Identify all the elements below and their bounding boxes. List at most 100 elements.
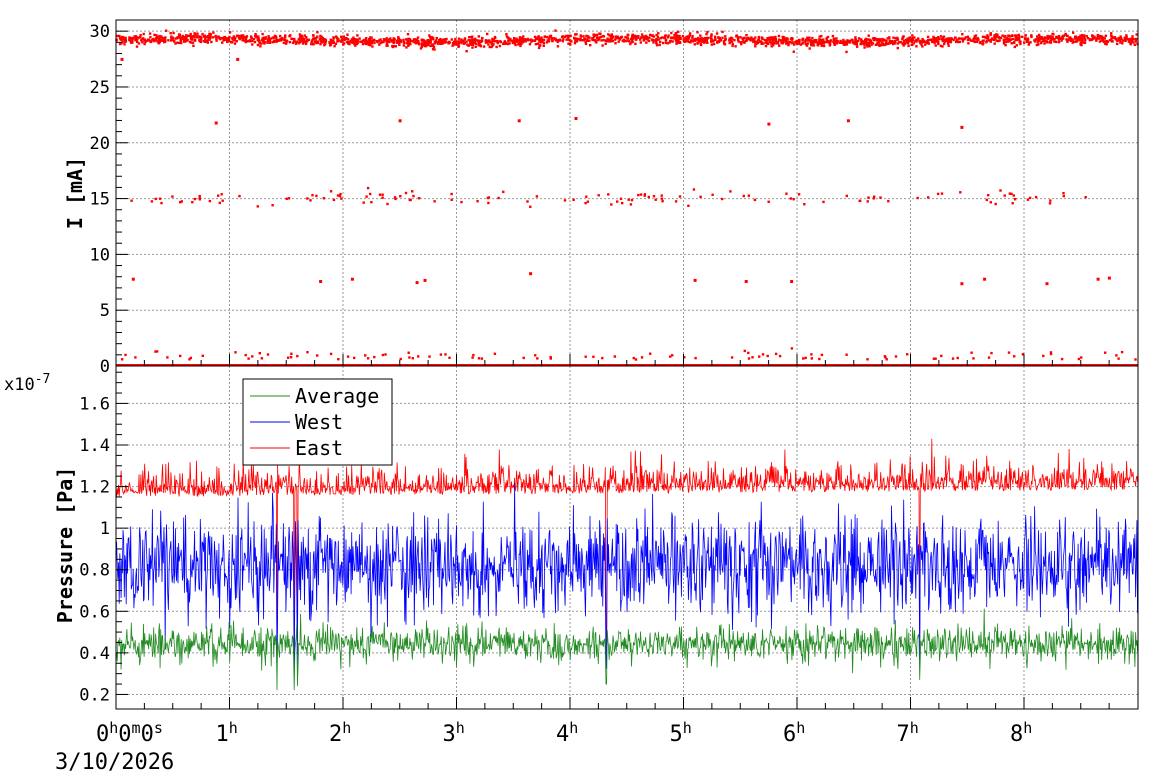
current-point (393, 45, 396, 48)
current-point (195, 33, 198, 36)
current-point (554, 29, 557, 32)
current-point (582, 35, 585, 38)
current-point (462, 39, 465, 42)
current-point (631, 40, 634, 43)
current-point (774, 35, 777, 39)
current-point (177, 41, 181, 45)
current-point (150, 39, 154, 42)
time-tick-unit: h (569, 719, 578, 737)
current-point (310, 40, 313, 44)
current-point (644, 34, 648, 38)
current-point (454, 37, 457, 41)
current-point (208, 32, 211, 36)
current-point (373, 41, 376, 45)
current-point (460, 41, 463, 45)
current-point (1095, 37, 1098, 40)
current-point (457, 45, 460, 49)
current-point (212, 31, 215, 34)
current-point (180, 41, 183, 45)
current-point (860, 40, 863, 44)
current-point (899, 41, 903, 44)
current-point (251, 355, 254, 358)
current-point (936, 41, 940, 44)
current-point (714, 38, 717, 41)
current-point (202, 40, 205, 43)
current-point (1009, 35, 1012, 38)
current-point (791, 37, 794, 40)
current-point (369, 41, 372, 45)
current-point (267, 35, 270, 38)
current-point (804, 38, 808, 41)
current-point (802, 357, 805, 360)
current-point (366, 40, 369, 43)
current-point (731, 37, 734, 40)
current-point (122, 38, 125, 41)
current-point (658, 43, 661, 47)
current-point (1049, 199, 1052, 202)
current-point (985, 36, 988, 40)
current-point (407, 351, 410, 354)
current-point (785, 42, 788, 45)
current-point (1053, 37, 1056, 41)
current-point (1042, 39, 1045, 42)
current-point (747, 194, 750, 197)
current-point (416, 40, 420, 44)
current-point (254, 34, 257, 38)
current-point (477, 35, 480, 38)
current-point (183, 38, 186, 42)
current-point (1007, 351, 1011, 354)
current-point (981, 35, 985, 38)
current-point (384, 353, 387, 356)
current-point (429, 35, 432, 39)
current-point (675, 39, 678, 43)
current-point (903, 40, 906, 43)
current-point (205, 35, 208, 39)
current-point (1045, 40, 1049, 43)
current-point (508, 42, 511, 45)
current-point (668, 41, 671, 44)
current-point (594, 33, 597, 37)
current-point (812, 41, 815, 44)
current-point (989, 39, 992, 42)
current-point (1127, 40, 1131, 43)
current-point (655, 44, 659, 47)
current-point (255, 36, 258, 39)
current-point (519, 44, 522, 48)
current-point (639, 193, 643, 196)
current-point (1069, 39, 1073, 42)
current-point (316, 354, 319, 357)
current-point (1003, 194, 1006, 197)
current-point (733, 39, 736, 42)
current-point (785, 192, 788, 195)
current-point (356, 34, 359, 37)
current-point (1048, 41, 1051, 44)
current-point (1076, 36, 1079, 40)
current-point (610, 33, 613, 36)
current-grid (116, 20, 1138, 366)
current-point (1042, 354, 1045, 358)
current-point (743, 349, 746, 353)
current-point (783, 36, 786, 39)
current-point (730, 40, 733, 43)
current-point (486, 32, 489, 36)
current-point (888, 42, 891, 45)
current-point (238, 194, 241, 198)
current-point (1017, 33, 1020, 37)
current-point (416, 39, 419, 42)
current-point (170, 37, 173, 40)
current-point (822, 200, 825, 204)
current-point (995, 35, 998, 38)
current-point (866, 41, 869, 44)
time-tick-label: 3h (443, 719, 465, 747)
current-point (526, 200, 529, 203)
current-point (402, 41, 405, 44)
current-point (931, 39, 934, 42)
current-point (1046, 37, 1050, 40)
current-point (319, 43, 322, 46)
time-tick-label: 7h (897, 719, 919, 747)
current-point (627, 33, 630, 37)
current-point (198, 198, 201, 201)
current-point (387, 40, 390, 43)
current-point (487, 201, 490, 205)
current-point (1028, 196, 1032, 200)
